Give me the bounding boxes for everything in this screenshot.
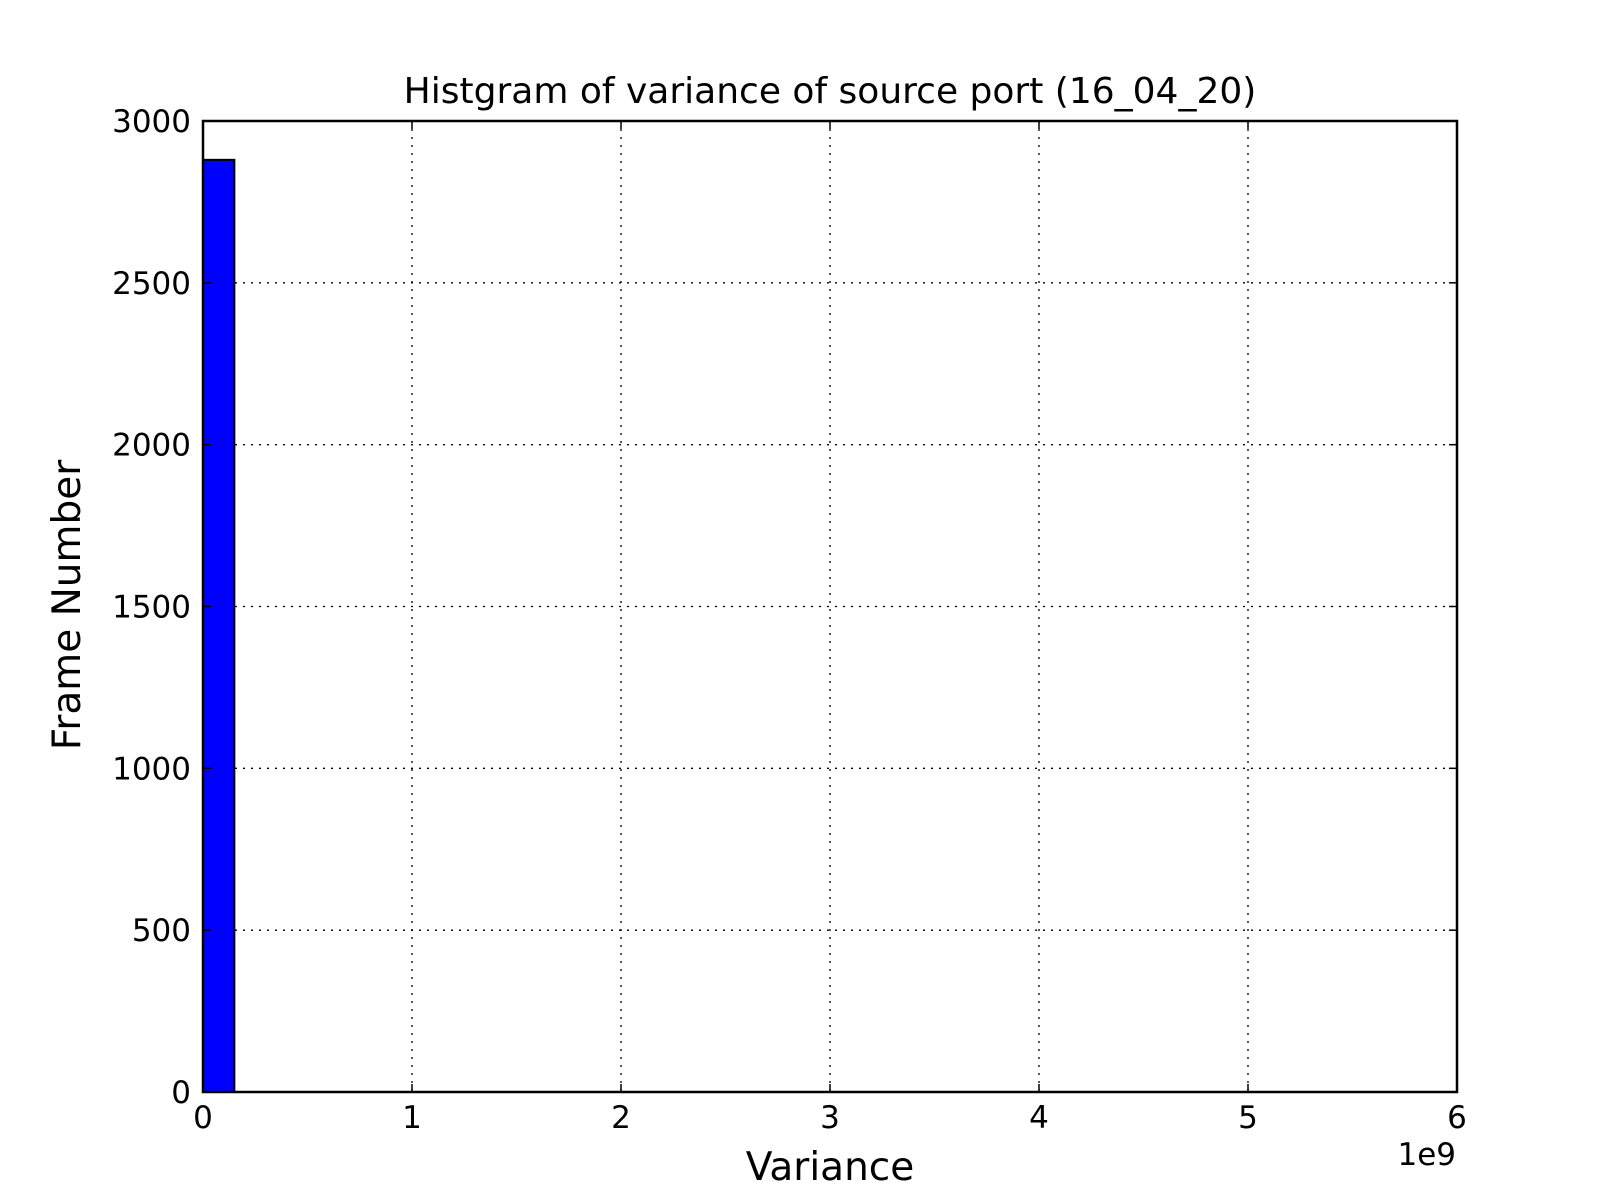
y-tick-label: 1500 <box>112 590 191 626</box>
x-axis-offset-label: 1e9 <box>1397 1137 1456 1173</box>
bars-layer <box>202 158 236 1093</box>
grid-layer <box>203 121 1457 1092</box>
chart-title: Histgram of variance of source port (16_… <box>404 71 1257 112</box>
y-tick-label: 3000 <box>112 104 191 140</box>
labels-layer: 0 1 2 3 4 5 6 0 500 1000 1500 2000 2500 3000 <box>112 104 1467 1136</box>
y-tick-label: 2500 <box>112 266 191 302</box>
y-tick-label: 1000 <box>112 751 191 787</box>
ticks-layer <box>202 120 1458 1093</box>
x-tick-label: 0 <box>193 1100 213 1136</box>
x-tick-label: 5 <box>1238 1100 1258 1136</box>
x-tick-label: 1 <box>402 1100 422 1136</box>
x-tick-label: 4 <box>1029 1100 1049 1136</box>
x-axis-title: Variance <box>746 1145 914 1190</box>
x-tick-label: 6 <box>1447 1100 1467 1136</box>
y-tick-label: 0 <box>171 1075 191 1111</box>
histogram-bar <box>202 158 236 1093</box>
y-tick-label: 2000 <box>112 428 191 464</box>
y-tick-label: 500 <box>132 913 191 949</box>
y-axis-title: Frame Number <box>45 459 90 751</box>
x-tick-label: 3 <box>820 1100 840 1136</box>
x-tick-label: 2 <box>611 1100 631 1136</box>
